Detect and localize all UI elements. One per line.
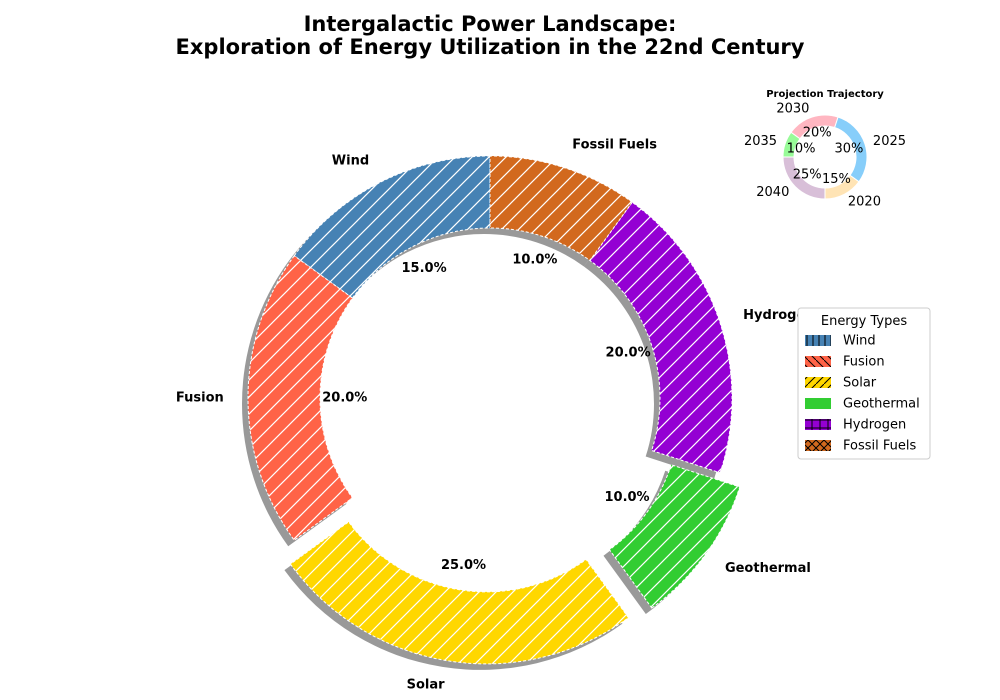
inset-percent-label-2025: 30% (835, 142, 864, 157)
inset-slice-2040 (782, 156, 826, 200)
percent-label-hydrogen: 20.0% (606, 346, 651, 361)
category-label-fossil-fuels: Fossil Fuels (572, 137, 657, 152)
inset-percent-label-2020: 15% (822, 172, 851, 187)
legend-swatch-hatch-solar (805, 377, 831, 388)
inset-year-label-2040: 2040 (756, 185, 789, 200)
inset-percent-label-2040: 25% (793, 167, 822, 182)
inset-title: Projection Trajectory (766, 89, 884, 100)
legend-swatch-hatch-hydrogen (805, 419, 831, 430)
legend-swatch-hatch-fossil-fuels (805, 440, 831, 451)
legend-swatch-hatch-fusion (805, 356, 831, 367)
inset-percent-label-2035: 10% (787, 142, 816, 157)
percent-label-fusion: 20.0% (322, 391, 367, 406)
donut-slices (247, 155, 741, 665)
legend-label-fossil-fuels: Fossil Fuels (843, 439, 916, 454)
category-label-fusion: Fusion (176, 391, 224, 406)
slice-hatch-solar (289, 521, 630, 665)
chart-title-line-2: Exploration of Energy Utilization in the… (176, 35, 805, 59)
legend-label-fusion: Fusion (843, 355, 885, 370)
legend-entries: Wind Fusion Solar Geothermal Hydrogen Fossil … (805, 334, 920, 454)
inset-year-label-2020: 2020 (848, 194, 881, 209)
category-label-geothermal: Geothermal (725, 561, 811, 576)
slice-hatch-fusion (247, 255, 354, 541)
projection-inset-chart: Projection Trajectory 2020 15% 2025 30% 2030… (744, 89, 906, 209)
percent-label-fossil-fuels: 10.0% (512, 252, 557, 267)
inset-percent-label-2030: 20% (803, 126, 832, 141)
inset-year-label-2025: 2025 (873, 134, 906, 149)
legend-title: Energy Types (821, 314, 908, 329)
legend-label-solar: Solar (843, 376, 877, 391)
chart-title-line-1: Intergalactic Power Landscape: (304, 12, 677, 36)
slice-labels: Wind 15.0% Fusion 20.0% Solar 25.0% Geothermal… (176, 137, 815, 692)
legend-label-geothermal: Geothermal (843, 397, 920, 412)
percent-label-geothermal: 10.0% (604, 490, 649, 505)
inset-year-label-2035: 2035 (744, 134, 777, 149)
slice-hatch-hydrogen (589, 201, 733, 474)
inset-labels: 2020 15% 2025 30% 2030 20% 2035 10% 2040 25% (744, 102, 906, 210)
legend-swatch-geothermal (805, 398, 831, 409)
inset-year-label-2030: 2030 (776, 102, 809, 117)
slice-hatch-geothermal (608, 464, 741, 609)
category-label-wind: Wind (332, 153, 369, 168)
inset-slices (782, 114, 868, 200)
category-label-solar: Solar (407, 677, 446, 692)
legend-label-hydrogen: Hydrogen (843, 418, 906, 433)
legend-swatch-hatch-wind (805, 335, 831, 346)
legend-label-wind: Wind (843, 334, 876, 349)
category-label-hydrogen: Hydrogen (743, 308, 814, 323)
slice-hatch-fossil-fuels (489, 155, 633, 262)
legend: Energy Types Wind Fusion Solar Geothermal Hy… (797, 307, 931, 460)
percent-label-solar: 25.0% (441, 558, 486, 573)
percent-label-wind: 15.0% (402, 261, 447, 276)
